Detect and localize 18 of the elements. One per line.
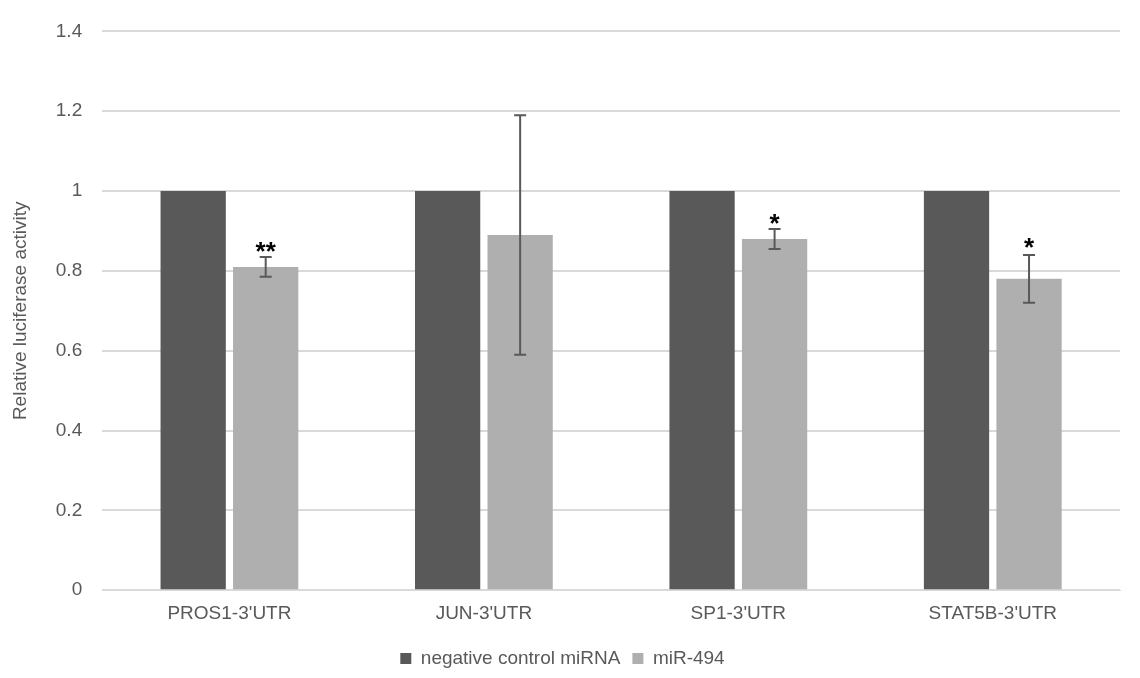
y-tick-label: 1	[71, 179, 83, 201]
x-tick-label: JUN-3'UTR	[435, 601, 533, 623]
x-tick-label: PROS1-3'UTR	[167, 601, 292, 623]
annotation: *	[1023, 232, 1035, 263]
y-axis-title: Relative luciferase activity	[8, 201, 30, 421]
y-tick-label: 0.2	[55, 498, 83, 520]
y-tick-label: 0.8	[55, 259, 83, 281]
legend-label: negative control miRNA	[420, 646, 621, 668]
y-tick-label: 1.2	[55, 99, 83, 121]
x-tick-label: SP1-3'UTR	[690, 601, 787, 623]
x-tick-label: STAT5B-3'UTR	[928, 601, 1058, 623]
annotation: *	[769, 208, 781, 239]
legend-label: miR-494	[652, 646, 726, 668]
annotation: **	[255, 236, 277, 267]
y-tick-label: 0.6	[55, 338, 83, 360]
y-tick-label: 1.4	[55, 19, 83, 41]
y-tick-label: 0.4	[55, 418, 83, 440]
y-tick-label: 0	[71, 578, 83, 600]
